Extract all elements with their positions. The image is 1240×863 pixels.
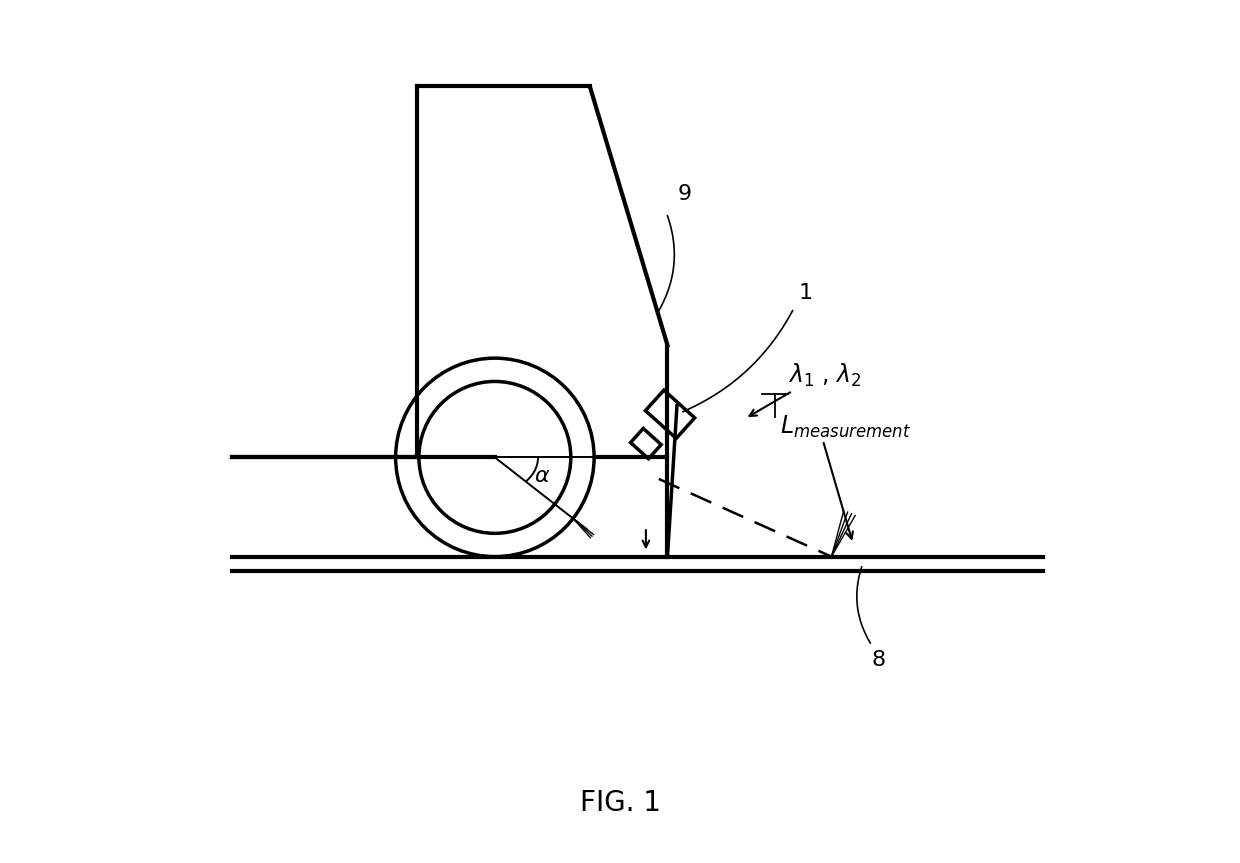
Text: 8: 8	[872, 650, 885, 671]
Text: $\alpha$: $\alpha$	[534, 466, 551, 487]
Text: 1: 1	[799, 283, 812, 304]
Text: 9: 9	[678, 184, 692, 205]
Text: FIG. 1: FIG. 1	[579, 789, 661, 816]
Text: $\lambda_1$ , $\lambda_2$: $\lambda_1$ , $\lambda_2$	[789, 362, 862, 389]
Text: $L_{measurement}$: $L_{measurement}$	[780, 414, 911, 440]
